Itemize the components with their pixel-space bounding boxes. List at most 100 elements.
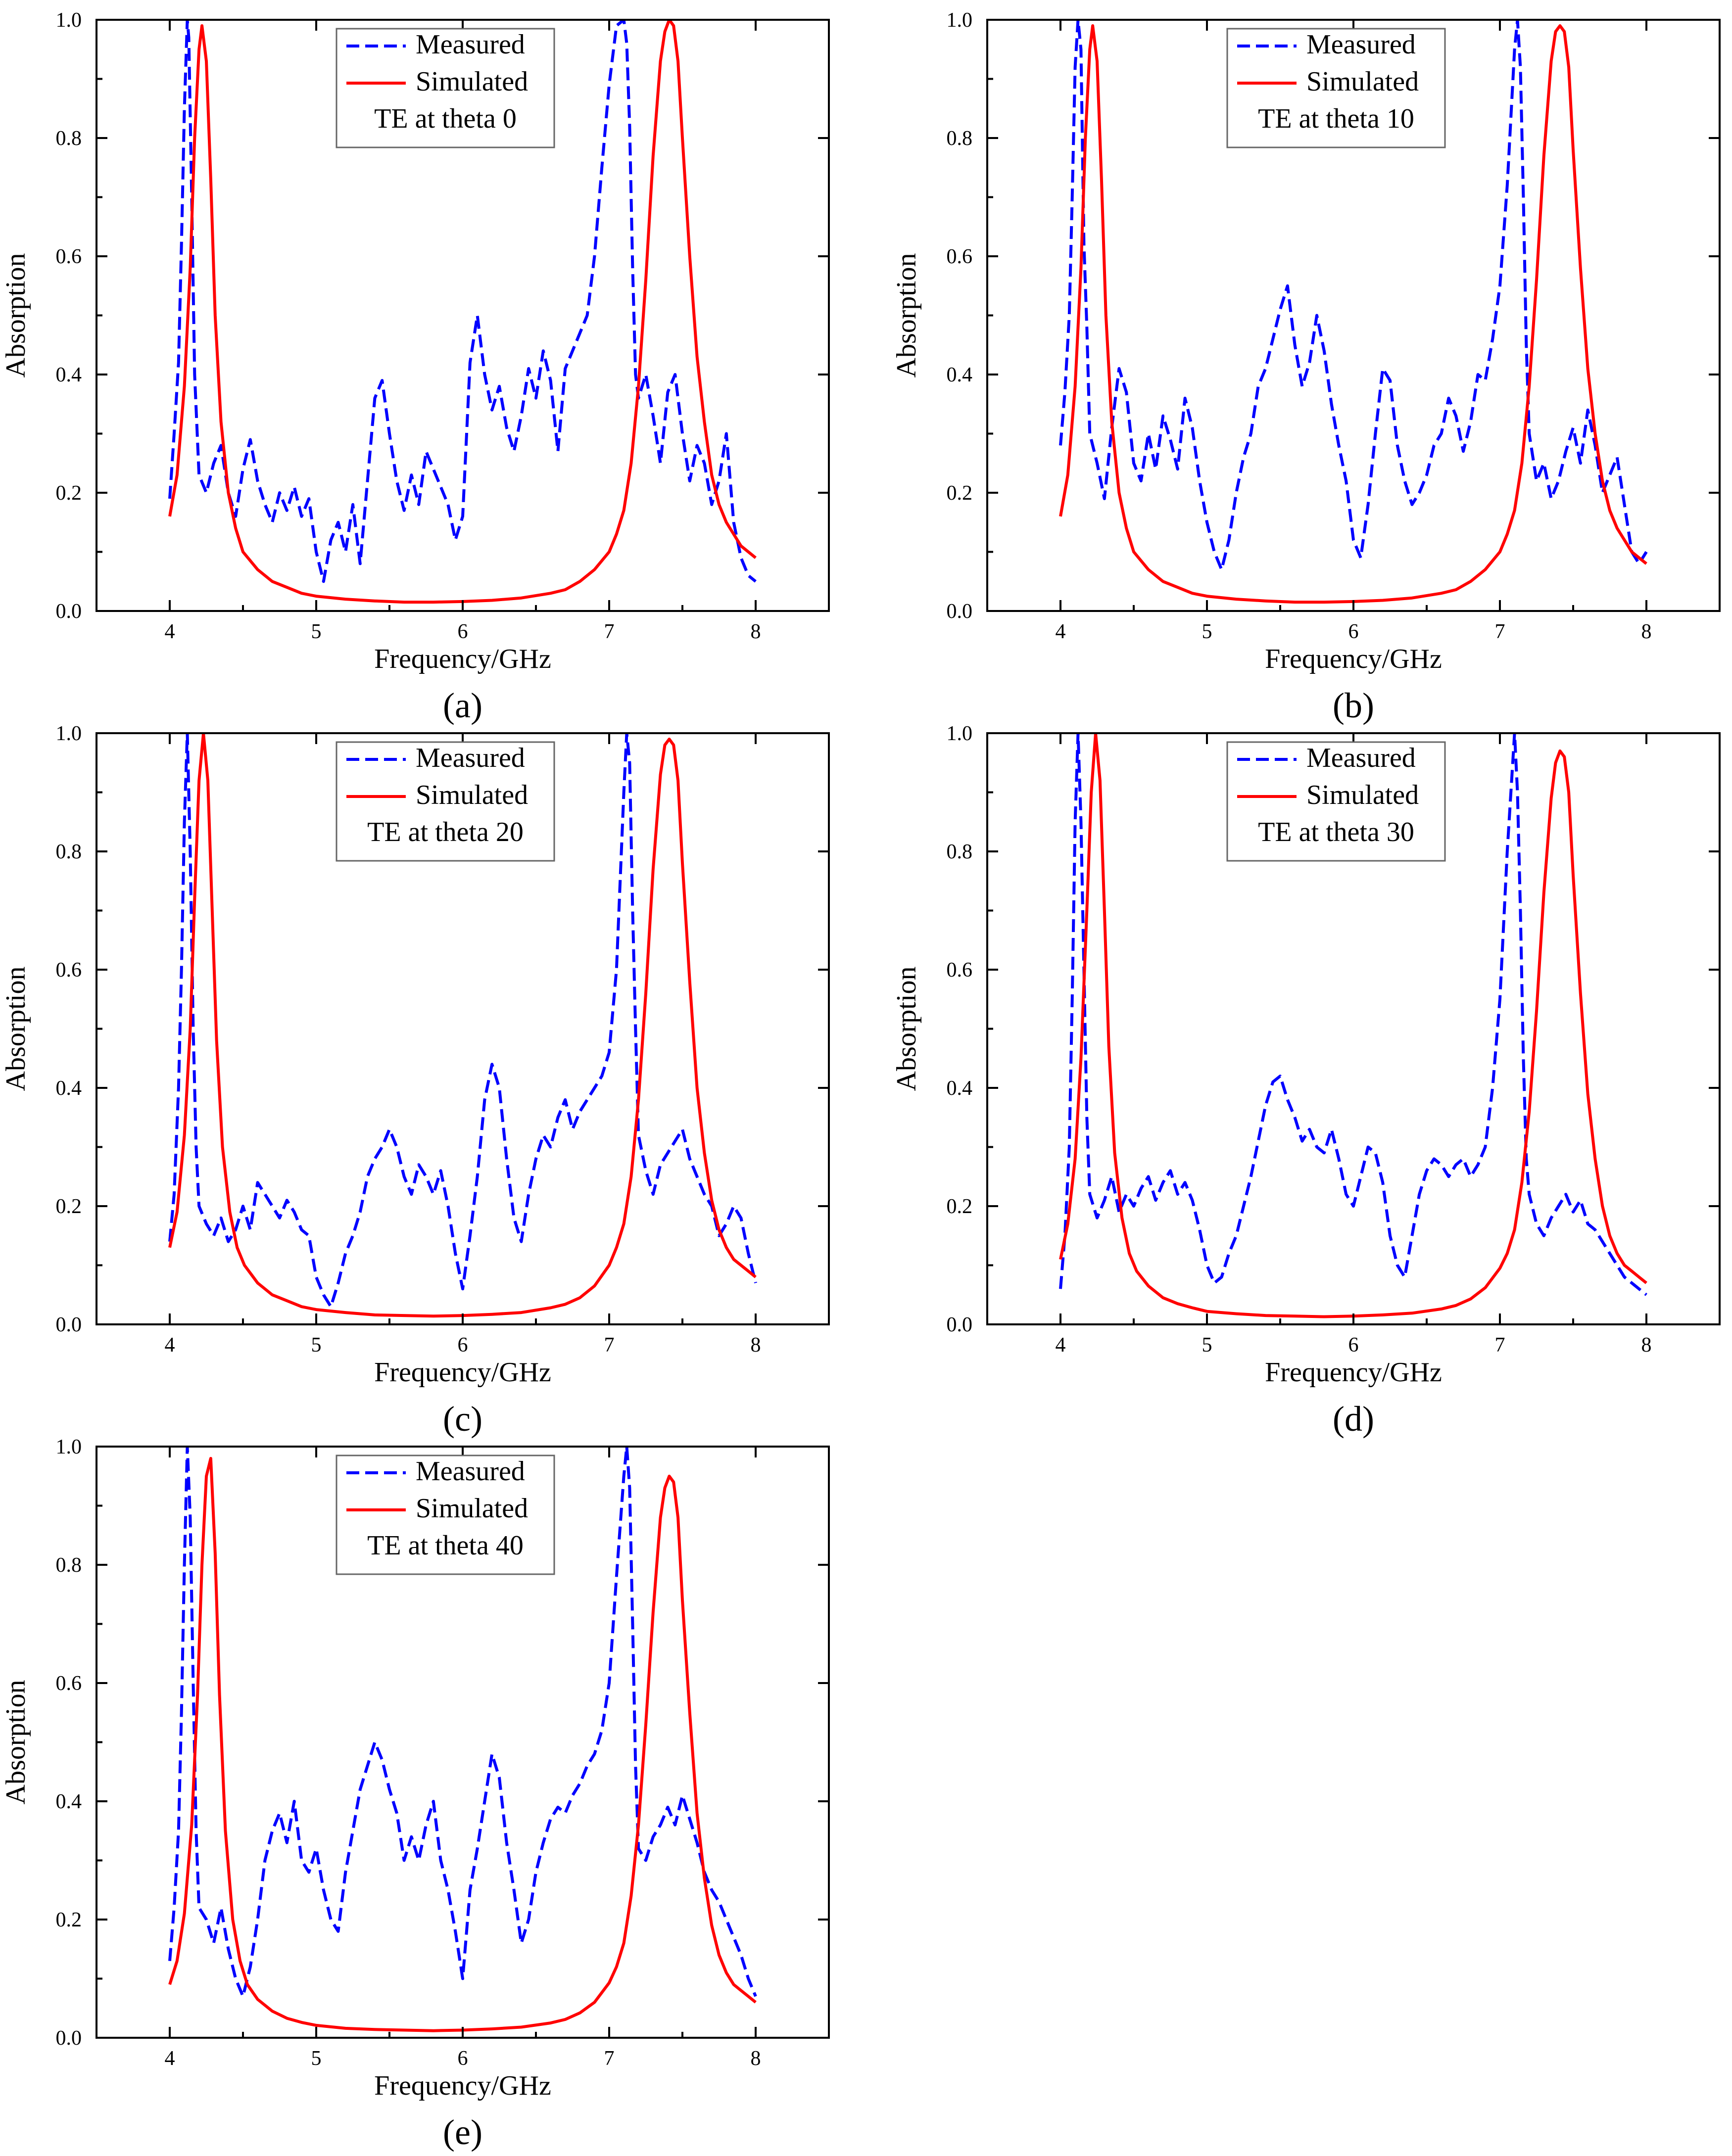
x-tick-label: 5 bbox=[311, 1334, 322, 1357]
y-tick-label: 0.8 bbox=[56, 127, 82, 150]
x-tick-label: 5 bbox=[311, 620, 322, 643]
y-tick-label: 0.2 bbox=[947, 482, 973, 505]
x-tick-label: 8 bbox=[751, 1334, 761, 1357]
series-line-measured bbox=[168, 733, 757, 1309]
x-tick-label: 6 bbox=[458, 2047, 468, 2070]
panel-label: (e) bbox=[443, 2112, 482, 2152]
x-axis-label: Frequency/GHz bbox=[1265, 1357, 1442, 1388]
panel-label: (b) bbox=[1333, 686, 1374, 725]
x-tick-label: 5 bbox=[1202, 620, 1212, 643]
y-tick-label: 0.0 bbox=[56, 600, 82, 623]
series-line-measured bbox=[1059, 20, 1648, 571]
legend-box bbox=[336, 1454, 555, 1575]
y-tick-label: 0.0 bbox=[947, 1313, 973, 1336]
legend-note: TE at theta 0 bbox=[374, 103, 517, 134]
y-tick-label: 0.6 bbox=[56, 1672, 82, 1695]
legend-label-simulated: Simulated bbox=[1306, 66, 1419, 97]
x-tick-label: 7 bbox=[1495, 620, 1505, 643]
legend-box bbox=[336, 28, 555, 148]
x-tick-label: 4 bbox=[165, 620, 175, 643]
chart-panel-5: 4 5 6 7 8 0.0 0.2 0.4 0.6 0.8 1.0 Frequency/GHz Abso… bbox=[0, 1436, 830, 2152]
legend-box bbox=[1226, 741, 1446, 862]
x-tick-label: 8 bbox=[751, 620, 761, 643]
legend-label-simulated: Simulated bbox=[1306, 780, 1419, 810]
y-tick-label: 1.0 bbox=[56, 1436, 82, 1458]
x-tick-label: 8 bbox=[1641, 1334, 1652, 1357]
y-tick-label: 0.8 bbox=[947, 127, 973, 150]
y-tick-label: 1.0 bbox=[56, 9, 82, 32]
y-axis-label: Absorption bbox=[0, 1680, 31, 1805]
y-tick-label: 0.2 bbox=[56, 1195, 82, 1218]
series-line-simulated bbox=[1059, 733, 1647, 1318]
series-line-measured bbox=[1059, 733, 1647, 1296]
y-axis-label: Absorption bbox=[0, 967, 31, 1091]
x-tick-label: 4 bbox=[1056, 1334, 1066, 1357]
legend: Measured Simulated TE at theta 0 bbox=[336, 28, 555, 148]
series-line-simulated bbox=[168, 1456, 757, 2032]
y-tick-label: 0.4 bbox=[947, 1077, 973, 1100]
x-axis-label: Frequency/GHz bbox=[374, 644, 551, 674]
chart-panel-1: 4 5 6 7 8 0.0 0.2 0.4 0.6 0.8 1.0 Frequency/GHz Abso… bbox=[0, 9, 830, 725]
y-tick-label: 0.0 bbox=[947, 600, 973, 623]
x-axis-label: Frequency/GHz bbox=[374, 2070, 551, 2101]
legend: Measured Simulated TE at theta 10 bbox=[1226, 28, 1446, 148]
y-tick-label: 0.4 bbox=[56, 364, 82, 386]
y-tick-label: 1.0 bbox=[56, 722, 82, 745]
x-axis-label: Frequency/GHz bbox=[1265, 644, 1442, 674]
y-axis-label: Absorption bbox=[0, 253, 31, 378]
y-tick-label: 1.0 bbox=[947, 722, 973, 745]
legend-label-measured: Measured bbox=[416, 743, 525, 773]
x-tick-label: 7 bbox=[604, 1334, 615, 1357]
chart-panel-3: 4 5 6 7 8 0.0 0.2 0.4 0.6 0.8 1.0 Frequency/GHz Abso… bbox=[0, 722, 830, 1439]
legend-note: TE at theta 30 bbox=[1258, 817, 1414, 847]
x-tick-label: 6 bbox=[458, 1334, 468, 1357]
x-tick-label: 7 bbox=[604, 2047, 615, 2070]
x-tick-label: 4 bbox=[165, 1334, 175, 1357]
series-line-simulated bbox=[168, 20, 757, 604]
legend-label-measured: Measured bbox=[1306, 743, 1416, 773]
series-line-measured bbox=[168, 1447, 757, 1998]
y-tick-label: 0.0 bbox=[56, 1313, 82, 1336]
y-tick-label: 0.6 bbox=[947, 245, 973, 268]
legend-label-measured: Measured bbox=[416, 29, 525, 60]
x-tick-label: 5 bbox=[311, 2047, 322, 2070]
y-tick-label: 0.4 bbox=[56, 1790, 82, 1813]
series-line-simulated bbox=[1059, 24, 1647, 604]
x-axis-label: Frequency/GHz bbox=[374, 1357, 551, 1388]
x-tick-label: 8 bbox=[751, 2047, 761, 2070]
y-tick-label: 1.0 bbox=[947, 9, 973, 32]
legend-label-simulated: Simulated bbox=[416, 66, 528, 97]
x-tick-label: 4 bbox=[1056, 620, 1066, 643]
legend-box bbox=[336, 741, 555, 862]
y-tick-label: 0.8 bbox=[56, 841, 82, 863]
legend-label-simulated: Simulated bbox=[416, 780, 528, 810]
legend-note: TE at theta 10 bbox=[1258, 103, 1414, 134]
panel-label: (c) bbox=[443, 1399, 482, 1439]
x-tick-label: 8 bbox=[1641, 620, 1652, 643]
x-tick-label: 7 bbox=[604, 620, 615, 643]
x-tick-label: 6 bbox=[1348, 620, 1359, 643]
chart-panel-2: 4 5 6 7 8 0.0 0.2 0.4 0.6 0.8 1.0 Frequency/GHz Abso… bbox=[891, 9, 1721, 725]
legend-box bbox=[1226, 28, 1446, 148]
y-tick-label: 0.6 bbox=[947, 959, 973, 982]
chart-panel-4: 4 5 6 7 8 0.0 0.2 0.4 0.6 0.8 1.0 Frequency/GHz Abso… bbox=[891, 722, 1721, 1439]
y-tick-label: 0.2 bbox=[56, 1909, 82, 1931]
y-tick-label: 0.0 bbox=[56, 2027, 82, 2050]
series-line-simulated bbox=[168, 733, 757, 1318]
legend: Measured Simulated TE at theta 30 bbox=[1226, 741, 1446, 862]
y-tick-label: 0.4 bbox=[947, 364, 973, 386]
y-tick-label: 0.8 bbox=[56, 1554, 82, 1577]
x-tick-label: 6 bbox=[1348, 1334, 1359, 1357]
y-tick-label: 0.4 bbox=[56, 1077, 82, 1100]
panel-label: (a) bbox=[443, 686, 482, 725]
y-tick-label: 0.2 bbox=[56, 482, 82, 505]
x-tick-label: 7 bbox=[1495, 1334, 1505, 1357]
x-tick-label: 4 bbox=[165, 2047, 175, 2070]
legend-note: TE at theta 40 bbox=[367, 1530, 524, 1561]
legend: Measured Simulated TE at theta 20 bbox=[336, 741, 555, 862]
y-tick-label: 0.6 bbox=[56, 959, 82, 982]
legend-label-measured: Measured bbox=[1306, 29, 1416, 60]
legend-note: TE at theta 20 bbox=[367, 817, 524, 847]
legend: Measured Simulated TE at theta 40 bbox=[336, 1454, 555, 1575]
